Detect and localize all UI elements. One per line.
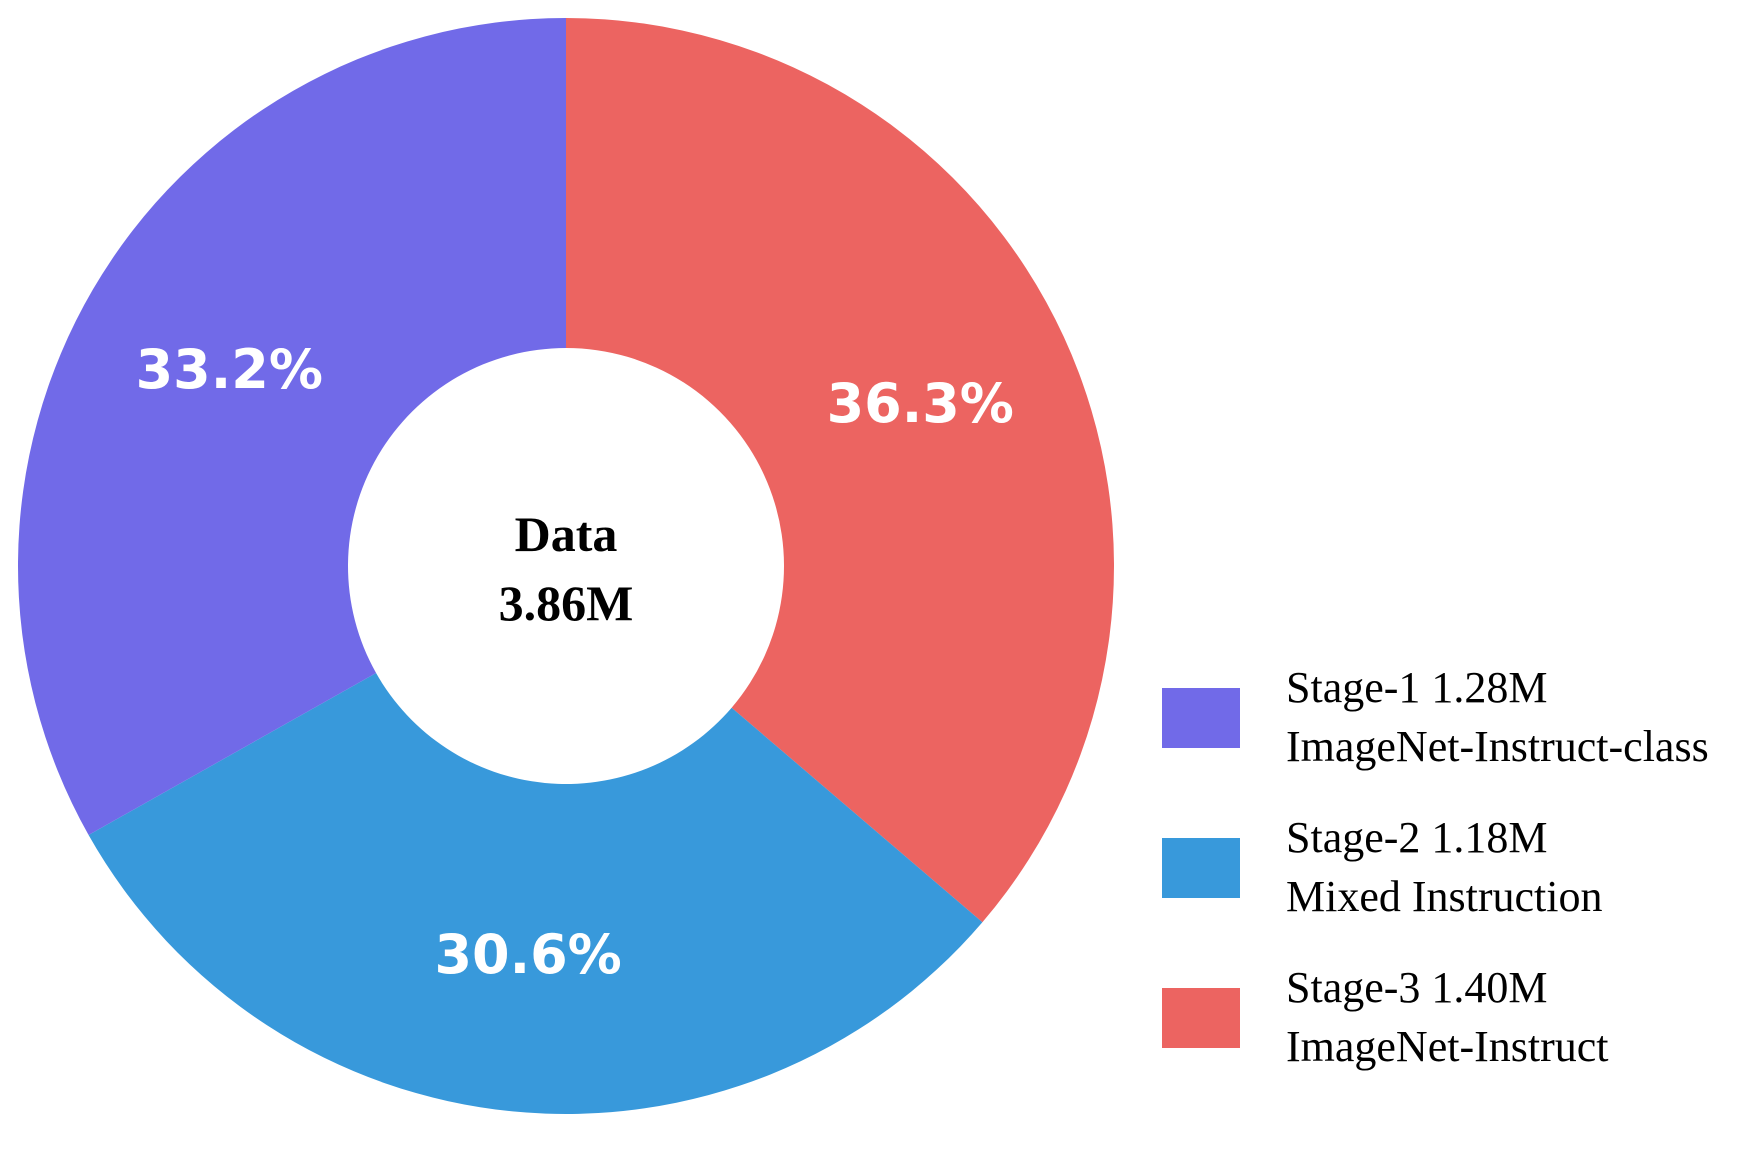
legend-label-line1-1: Stage-3 1.40M <box>1286 963 1548 1012</box>
legend-label-line2-1: ImageNet-Instruct <box>1286 1022 1609 1071</box>
slice-percent-label-3: 33.2% <box>136 338 323 401</box>
legend: Stage-1 1.28M ImageNet-Instruct-class Stag… <box>1162 663 1709 1071</box>
slice-percent-label-2: 30.6% <box>434 923 621 986</box>
legend-swatch-1 <box>1162 988 1240 1048</box>
legend-label-line1-2: Stage-2 1.18M <box>1286 813 1548 862</box>
center-label-group: Data 3.86M <box>499 506 634 631</box>
donut-slice-1 <box>566 18 1114 923</box>
legend-label-line2-3: ImageNet-Instruct-class <box>1286 722 1709 771</box>
slice-percent-label-1: 36.3% <box>827 372 1014 435</box>
center-label-title: Data <box>515 506 618 562</box>
legend-swatch-2 <box>1162 838 1240 898</box>
legend-swatch-3 <box>1162 688 1240 748</box>
center-label-total: 3.86M <box>499 575 634 631</box>
legend-label-line2-2: Mixed Instruction <box>1286 872 1603 921</box>
donut-slice-2 <box>88 673 983 1114</box>
legend-label-line1-3: Stage-1 1.28M <box>1286 663 1548 712</box>
percent-labels-group: 36.3% 30.6% 33.2% <box>136 338 1014 986</box>
slices-group <box>17 18 1114 1114</box>
donut-slice-3 <box>17 18 566 836</box>
